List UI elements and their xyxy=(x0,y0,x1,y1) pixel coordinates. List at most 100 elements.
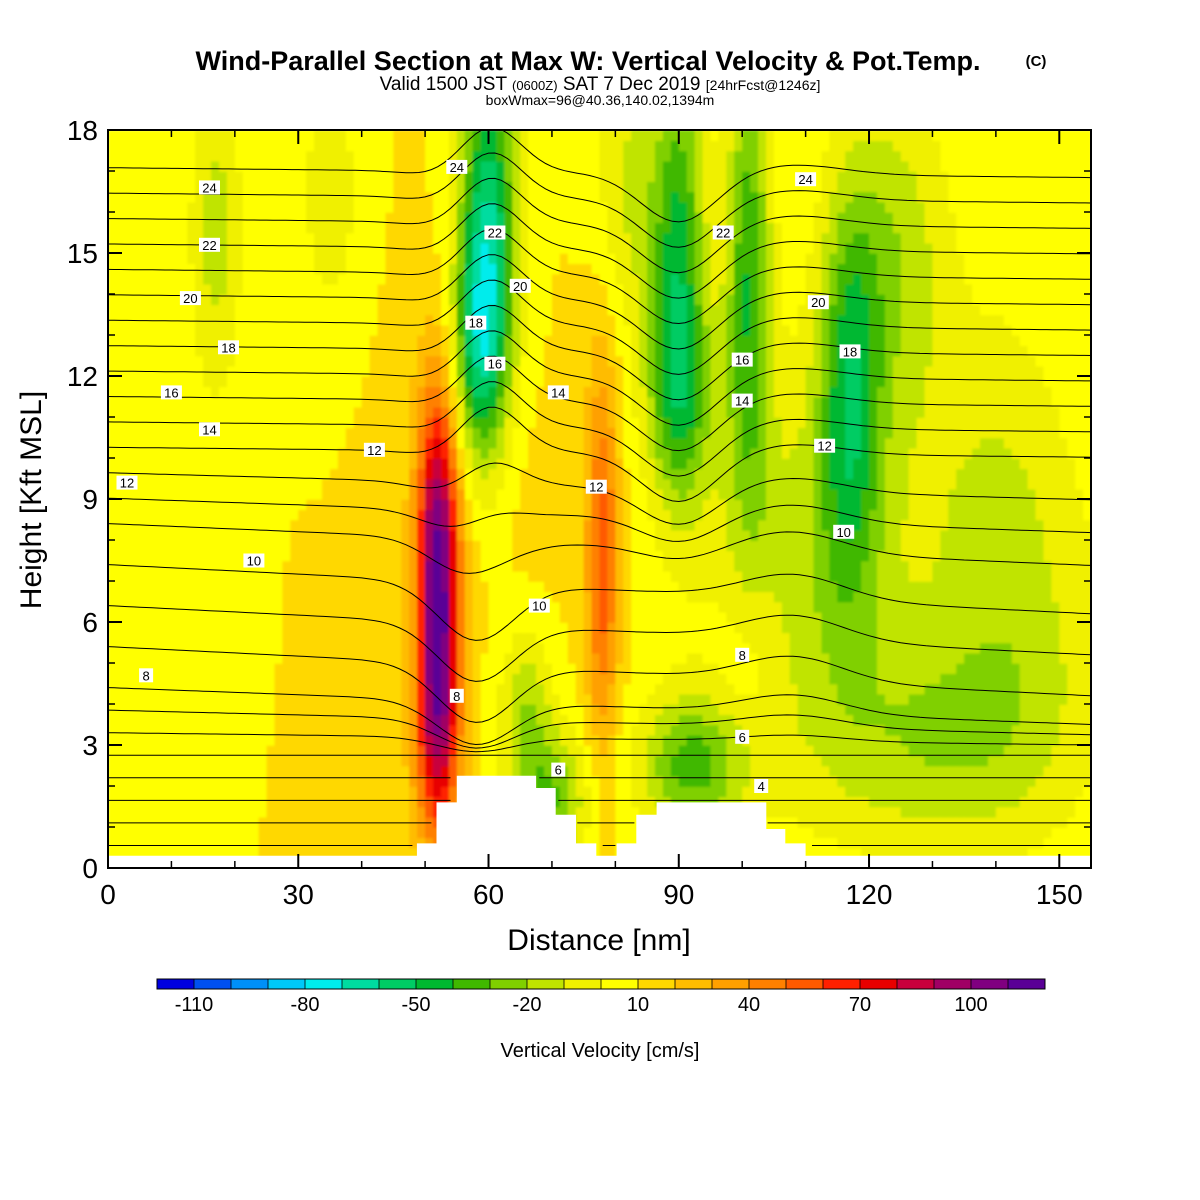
velocity-cell xyxy=(496,294,506,306)
velocity-cell xyxy=(369,704,379,716)
velocity-cell xyxy=(488,171,498,183)
velocity-cell xyxy=(464,417,474,429)
velocity-cell xyxy=(187,140,196,152)
velocity-cell xyxy=(631,611,640,623)
velocity-cell xyxy=(274,560,284,572)
velocity-cell xyxy=(377,611,387,623)
velocity-cell xyxy=(551,406,561,418)
velocity-cell xyxy=(123,611,133,623)
velocity-cell xyxy=(274,294,284,306)
velocity-cell xyxy=(290,642,300,654)
velocity-cell xyxy=(115,406,125,418)
velocity-cell xyxy=(385,314,395,326)
velocity-cell xyxy=(218,222,228,234)
velocity-cell xyxy=(393,171,403,183)
velocity-cell xyxy=(234,345,244,357)
velocity-cell xyxy=(322,242,331,254)
velocity-cell xyxy=(559,365,569,377)
velocity-cell xyxy=(615,458,625,470)
velocity-cell xyxy=(108,376,117,388)
velocity-cell xyxy=(139,632,149,644)
velocity-cell xyxy=(218,283,228,295)
velocity-cell xyxy=(631,283,640,295)
velocity-cell xyxy=(472,724,482,736)
velocity-cell xyxy=(567,755,577,767)
velocity-cell xyxy=(504,201,514,213)
velocity-cell xyxy=(337,745,347,757)
velocity-cell xyxy=(639,550,648,562)
velocity-cell xyxy=(440,601,450,613)
velocity-cell xyxy=(401,314,411,326)
velocity-cell xyxy=(322,734,331,746)
velocity-cell xyxy=(218,468,228,480)
velocity-cell xyxy=(258,458,268,470)
velocity-cell xyxy=(654,734,664,746)
velocity-cell xyxy=(155,642,165,654)
velocity-cell xyxy=(583,673,593,685)
velocity-cell xyxy=(290,304,300,316)
velocity-cell xyxy=(615,222,625,234)
velocity-cell xyxy=(163,171,173,183)
velocity-cell xyxy=(171,837,181,849)
velocity-cell xyxy=(179,519,189,531)
velocity-cell xyxy=(155,232,165,244)
velocity-cell xyxy=(551,324,561,336)
velocity-cell xyxy=(631,253,640,265)
velocity-cell xyxy=(250,232,260,244)
velocity-cell xyxy=(282,734,292,746)
velocity-cell xyxy=(551,622,561,634)
velocity-cell xyxy=(282,181,292,193)
velocity-cell xyxy=(496,509,506,521)
velocity-cell xyxy=(266,632,276,644)
velocity-cell xyxy=(623,406,633,418)
velocity-cell xyxy=(647,458,656,470)
velocity-cell xyxy=(496,693,506,705)
velocity-cell xyxy=(139,488,149,500)
velocity-cell xyxy=(353,283,363,295)
velocity-cell xyxy=(337,724,347,736)
velocity-cell xyxy=(211,765,220,777)
velocity-cell xyxy=(195,827,204,839)
velocity-cell xyxy=(607,622,617,634)
velocity-cell xyxy=(369,581,379,593)
velocity-cell xyxy=(448,212,458,224)
velocity-cell xyxy=(337,775,347,787)
velocity-cell xyxy=(306,827,315,839)
velocity-cell xyxy=(631,365,640,377)
velocity-cell xyxy=(567,406,577,418)
velocity-cell xyxy=(464,755,474,767)
velocity-cell xyxy=(385,734,395,746)
velocity-cell xyxy=(337,232,347,244)
velocity-cell xyxy=(409,847,418,859)
velocity-cell xyxy=(433,365,442,377)
velocity-cell xyxy=(512,591,522,603)
velocity-cell xyxy=(179,396,189,408)
velocity-cell xyxy=(258,693,268,705)
velocity-cell xyxy=(314,263,323,275)
velocity-cell xyxy=(504,447,514,459)
velocity-cell xyxy=(496,663,506,675)
velocity-cell xyxy=(639,140,648,152)
velocity-cell xyxy=(282,468,292,480)
velocity-cell xyxy=(361,642,371,654)
velocity-cell xyxy=(433,150,442,162)
velocity-cell xyxy=(409,273,418,285)
velocity-cell xyxy=(274,632,284,644)
velocity-cell xyxy=(290,130,300,142)
velocity-cell xyxy=(551,181,561,193)
velocity-cell xyxy=(488,540,498,552)
velocity-cell xyxy=(123,406,133,418)
velocity-cell xyxy=(536,632,545,644)
velocity-cell xyxy=(163,806,173,818)
velocity-cell xyxy=(599,581,609,593)
velocity-cell xyxy=(544,488,553,500)
velocity-cell xyxy=(163,755,173,767)
velocity-cell xyxy=(258,130,268,142)
velocity-cell xyxy=(187,458,196,470)
velocity-cell xyxy=(480,345,490,357)
velocity-cell xyxy=(203,509,212,521)
velocity-cell xyxy=(448,150,458,162)
velocity-cell xyxy=(123,447,133,459)
velocity-cell xyxy=(631,663,640,675)
velocity-cell xyxy=(282,314,292,326)
